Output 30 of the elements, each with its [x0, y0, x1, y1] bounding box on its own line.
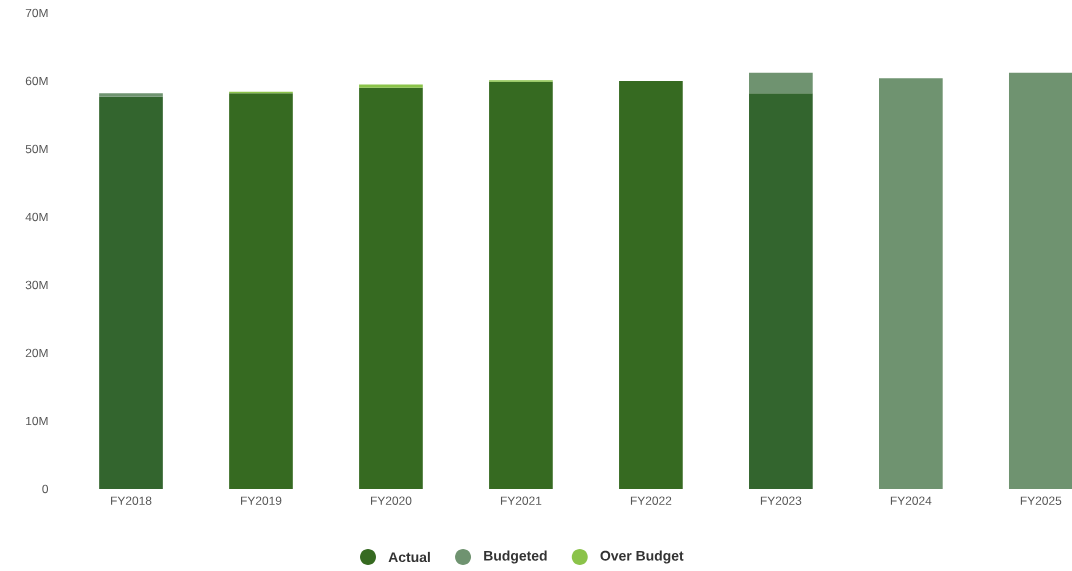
bar — [229, 93, 293, 489]
x-tick-label: FY2020 — [371, 496, 412, 505]
bar — [489, 81, 553, 489]
y-tick-label: 40M — [25, 212, 48, 222]
y-tick-label: 10M — [26, 416, 48, 426]
bar — [1008, 72, 1072, 489]
x-tick-label: FY2023 — [760, 496, 802, 505]
legend-label: Actual — [388, 551, 430, 563]
bar — [99, 93, 163, 97]
bar — [749, 72, 813, 94]
bar — [879, 78, 943, 489]
bar — [99, 96, 163, 489]
y-tick-label: 20M — [25, 348, 48, 358]
legend-label: Budgeted — [484, 550, 547, 564]
bar — [359, 84, 423, 88]
y-tick-label: 60M — [25, 76, 48, 86]
x-tick-label: FY2018 — [111, 496, 152, 505]
y-tick-label: 0 — [42, 484, 49, 494]
x-tick-label: FY2024 — [890, 496, 932, 505]
y-tick-label: 50M — [25, 144, 48, 154]
legend-label: Over Budget — [600, 550, 684, 564]
x-tick-label: FY2019 — [241, 496, 282, 505]
bar — [619, 80, 683, 489]
y-tick-label: 70M — [25, 8, 48, 18]
x-tick-label: FY2025 — [1020, 496, 1062, 505]
bar — [749, 93, 813, 489]
y-tick-label: 30M — [25, 280, 48, 290]
bar — [359, 87, 423, 489]
x-tick-label: FY2022 — [630, 496, 672, 505]
x-tick-label: FY2021 — [500, 496, 542, 505]
